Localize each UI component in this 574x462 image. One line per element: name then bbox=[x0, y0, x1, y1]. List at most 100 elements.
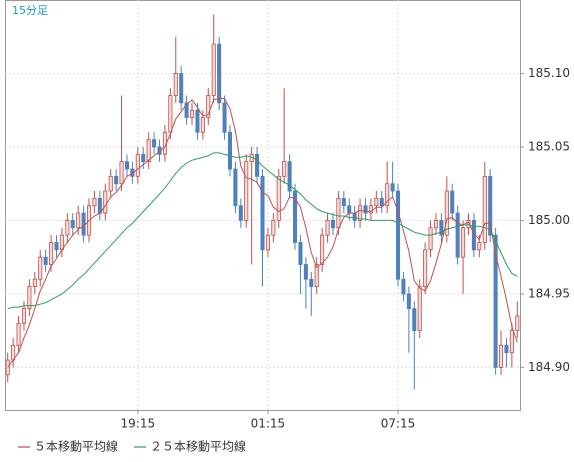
candle-body bbox=[54, 242, 59, 251]
candle-body bbox=[32, 278, 37, 287]
candle-body bbox=[412, 308, 417, 332]
candle-body bbox=[320, 234, 325, 265]
candle-body bbox=[433, 220, 439, 229]
y-tick-label: 185.05 bbox=[528, 139, 570, 153]
candle-body bbox=[390, 183, 395, 192]
candle-body bbox=[336, 197, 341, 229]
candle-body bbox=[265, 234, 270, 251]
candle-body bbox=[314, 264, 319, 287]
candle-body bbox=[439, 220, 444, 236]
candle-body bbox=[330, 220, 336, 229]
x-tick-label: 07:15 bbox=[381, 417, 416, 431]
candle-body bbox=[374, 197, 379, 207]
timeframe-label: 15分足 bbox=[12, 4, 48, 17]
candle-body bbox=[417, 286, 422, 332]
legend-label: ２５本移動平均線 bbox=[150, 439, 246, 454]
candle-body bbox=[141, 153, 146, 163]
candle-body bbox=[222, 102, 227, 133]
candle-body bbox=[504, 344, 509, 354]
candle-body bbox=[81, 212, 86, 236]
plot-frame bbox=[5, 0, 521, 411]
candle-body bbox=[43, 256, 48, 265]
candle-body bbox=[16, 322, 21, 346]
legend-label: ５本移動平均線 bbox=[34, 439, 118, 454]
candle-body bbox=[146, 139, 151, 163]
candle-body bbox=[298, 242, 303, 265]
candle-body bbox=[276, 175, 281, 221]
candle-body bbox=[401, 278, 406, 295]
candle-body bbox=[477, 242, 482, 251]
x-tick-label: 19:15 bbox=[121, 417, 156, 431]
candle-body bbox=[189, 109, 195, 118]
candle-body bbox=[379, 197, 384, 207]
candle-body bbox=[260, 175, 265, 251]
candle-body bbox=[493, 234, 498, 368]
candle-body bbox=[509, 330, 514, 354]
candle-body bbox=[444, 190, 449, 236]
candle-body bbox=[303, 264, 308, 280]
candle-body bbox=[309, 278, 314, 287]
candle-body bbox=[325, 220, 330, 236]
candle-body bbox=[287, 161, 292, 192]
candle-body bbox=[173, 73, 178, 96]
candle-body bbox=[498, 344, 504, 368]
moving-average-line bbox=[7, 97, 518, 368]
candle-body bbox=[206, 95, 211, 118]
candle-body bbox=[217, 43, 222, 104]
candle-body bbox=[227, 131, 232, 170]
moving-average-line bbox=[7, 152, 518, 310]
candle-body bbox=[406, 293, 411, 310]
y-tick-label: 185.10 bbox=[528, 66, 570, 80]
candle-body bbox=[423, 249, 428, 287]
candle-body bbox=[482, 175, 487, 243]
candle-body bbox=[292, 190, 298, 243]
candle-body bbox=[385, 183, 390, 207]
candle-body bbox=[271, 220, 276, 236]
candle-body bbox=[455, 212, 460, 258]
candle-body bbox=[70, 220, 75, 229]
candle-body bbox=[76, 212, 81, 229]
candle-body bbox=[108, 175, 113, 192]
y-tick-label: 184.90 bbox=[528, 360, 570, 374]
candle-body bbox=[466, 220, 471, 229]
candle-body bbox=[179, 73, 184, 104]
candle-body bbox=[184, 102, 189, 118]
candle-body bbox=[92, 197, 97, 207]
candle-body bbox=[358, 205, 363, 221]
candle-body bbox=[515, 315, 520, 332]
candle-body bbox=[244, 161, 249, 221]
candle-body bbox=[233, 168, 238, 207]
candle-body bbox=[27, 286, 32, 310]
candle-body bbox=[49, 242, 54, 265]
candle-body bbox=[395, 190, 401, 280]
x-tick-label: 01:15 bbox=[251, 417, 286, 431]
candle-body bbox=[135, 153, 140, 177]
y-tick-label: 184.95 bbox=[528, 286, 570, 300]
candle-body bbox=[114, 175, 119, 185]
candle-body bbox=[368, 205, 373, 214]
candle-body bbox=[38, 256, 43, 280]
candle-body bbox=[461, 227, 466, 258]
candle-body bbox=[238, 205, 243, 221]
candle-body bbox=[65, 220, 70, 236]
candle-body bbox=[103, 190, 108, 214]
candle-body bbox=[341, 197, 346, 207]
candle-body bbox=[124, 161, 129, 170]
candle-body bbox=[211, 43, 216, 96]
candle-body bbox=[450, 190, 455, 214]
candle-body bbox=[282, 161, 287, 177]
candle-body bbox=[21, 308, 26, 324]
y-tick-label: 185.00 bbox=[528, 213, 570, 227]
candle-body bbox=[119, 161, 124, 185]
candle-body bbox=[195, 109, 200, 133]
candle-body bbox=[152, 139, 157, 148]
candle-body bbox=[168, 95, 173, 133]
candle-body bbox=[347, 205, 352, 214]
candle-body bbox=[363, 205, 368, 214]
candle-body bbox=[5, 359, 10, 376]
candle-body bbox=[200, 117, 205, 133]
candle-body bbox=[428, 227, 433, 251]
candle-body bbox=[488, 175, 493, 236]
